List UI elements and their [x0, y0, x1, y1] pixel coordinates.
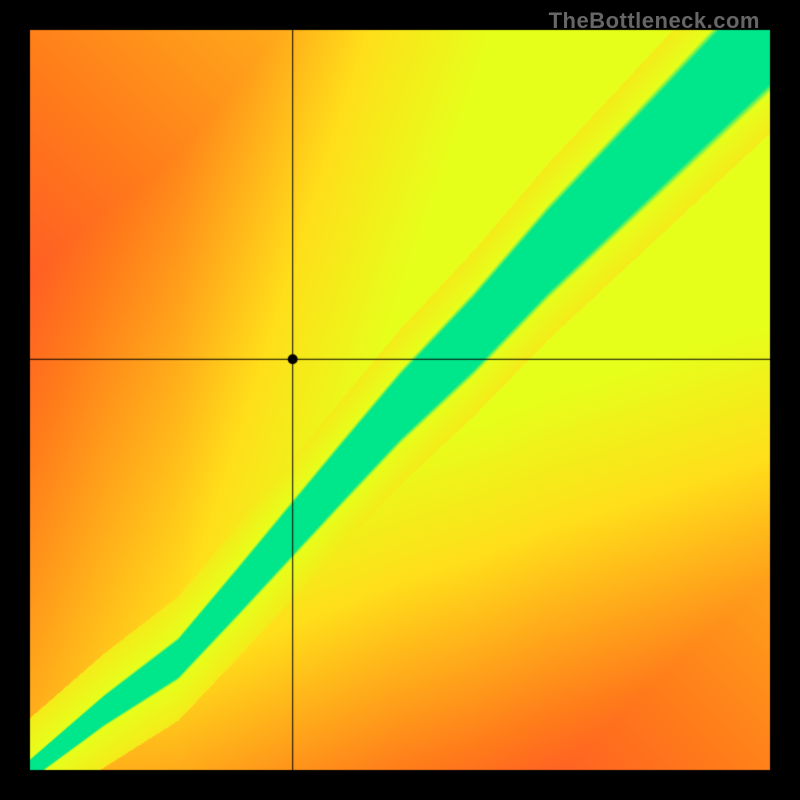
watermark-text: TheBottleneck.com — [549, 8, 760, 34]
heatmap-canvas — [0, 0, 800, 800]
chart-container: TheBottleneck.com — [0, 0, 800, 800]
